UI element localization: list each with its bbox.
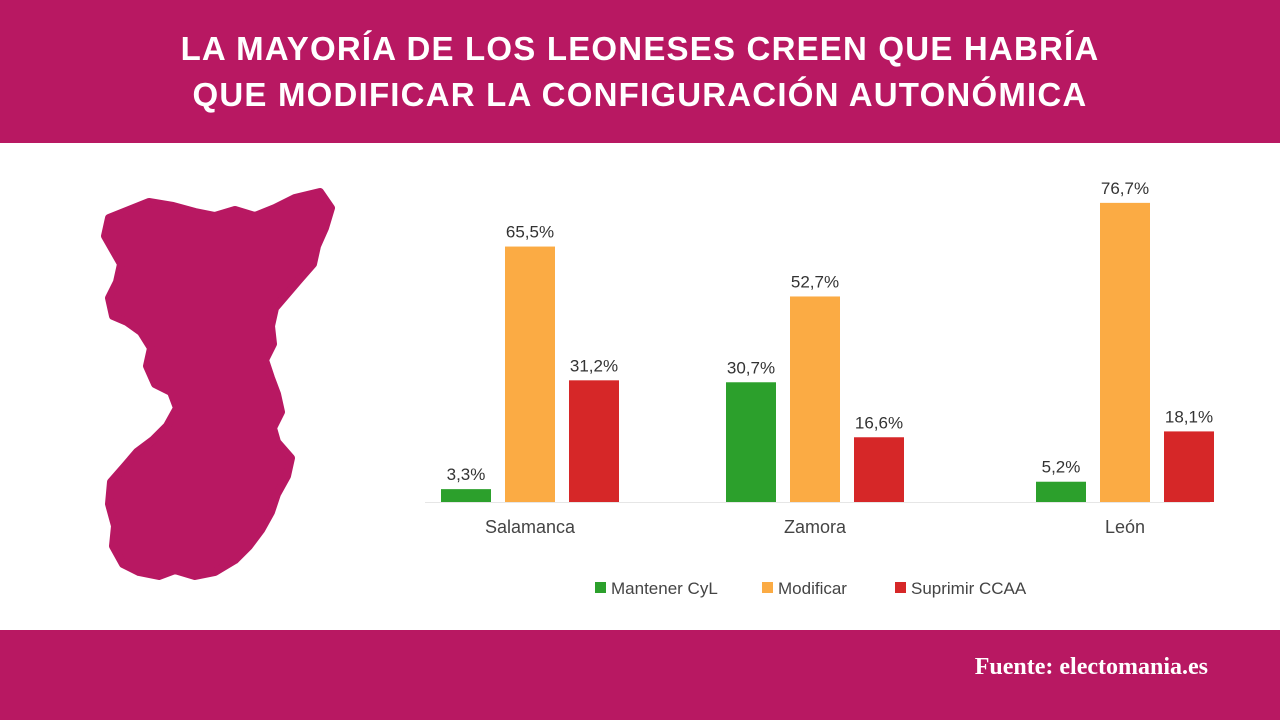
region-map — [95, 180, 345, 590]
footer-banner: Fuente: electomania.es — [0, 630, 1280, 720]
header-banner: LA MAYORÍA DE LOS LEONESES CREEN QUE HAB… — [0, 0, 1280, 143]
legend-swatch — [895, 582, 906, 593]
bar-salamanca-1 — [505, 246, 555, 502]
bar-len-2 — [1164, 431, 1214, 502]
bar-zamora-2 — [854, 437, 904, 502]
category-label: Zamora — [784, 517, 847, 537]
bar-len-0 — [1036, 481, 1086, 502]
bar-zamora-1 — [790, 296, 840, 502]
bar-salamanca-0 — [441, 489, 491, 502]
bar-chart-svg: 3,3% 65,5% 31,2% Salamanca 30,7% 52,7% 16,6% Za… — [425, 179, 1214, 598]
data-label: 3,3% — [447, 465, 486, 484]
data-label: 76,7% — [1101, 179, 1149, 198]
page-title-line-1: LA MAYORÍA DE LOS LEONESES CREEN QUE HAB… — [180, 29, 1100, 67]
source-credit: Fuente: electomania.es — [974, 654, 1208, 680]
data-label: 65,5% — [506, 223, 554, 242]
legend-swatch — [762, 582, 773, 593]
category-label: Salamanca — [485, 517, 576, 537]
page-title-line-2: QUE MODIFICAR LA CONFIGURACIÓN AUTONÓMIC… — [192, 75, 1088, 113]
region-map-shape — [101, 188, 335, 580]
data-label: 5,2% — [1042, 458, 1081, 477]
region-map-path — [101, 188, 335, 580]
data-label: 16,6% — [855, 413, 903, 432]
data-label: 30,7% — [727, 358, 775, 377]
data-label: 18,1% — [1165, 407, 1213, 426]
legend-swatch — [595, 582, 606, 593]
bar-zamora-0 — [726, 382, 776, 502]
category-label: León — [1105, 517, 1145, 537]
legend-label: Mantener CyL — [611, 579, 718, 598]
bar-salamanca-2 — [569, 380, 619, 502]
legend-label: Suprimir CCAA — [911, 579, 1027, 598]
legend-label: Modificar — [778, 579, 847, 598]
data-label: 31,2% — [570, 356, 618, 375]
bar-len-1 — [1100, 202, 1150, 502]
bar-chart: 3,3% 65,5% 31,2% Salamanca 30,7% 52,7% 16,6% Za… — [405, 150, 1235, 620]
data-label: 52,7% — [791, 272, 839, 291]
